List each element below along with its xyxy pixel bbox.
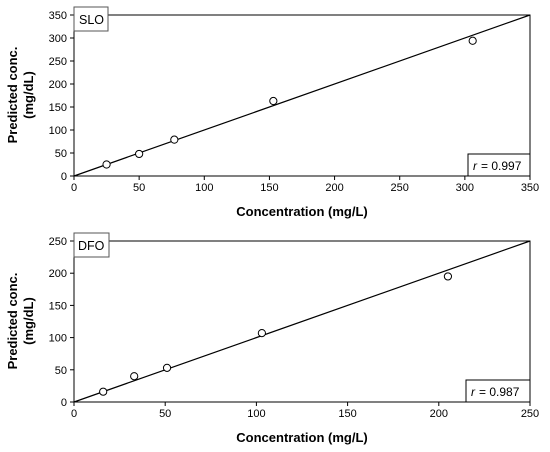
r-box: r = 0.987 <box>465 379 531 403</box>
y-tick-label: 350 <box>49 10 67 22</box>
y-tick-label: 250 <box>49 56 67 68</box>
r-symbol: r <box>473 159 478 173</box>
x-tick-label: 100 <box>195 182 213 194</box>
x-tick-label: 200 <box>325 182 343 194</box>
data-point <box>257 328 266 338</box>
data-point <box>269 96 278 106</box>
panel-tag: SLO <box>73 6 109 32</box>
plot-frame <box>73 240 531 403</box>
y-tick-label: 200 <box>49 79 67 91</box>
panel-tag: DFO <box>73 232 110 258</box>
r-box: r = 0.997 <box>467 153 531 177</box>
x-tick-label: 50 <box>133 182 145 194</box>
axis-ticks: 0 50 100 150 200 250 300 350 0 50 100 150 200 250 300 3… <box>49 10 540 194</box>
x-tick-label: 0 <box>71 408 77 420</box>
x-axis-title: Concentration (mg/L) <box>236 204 367 219</box>
y-tick-label: 200 <box>49 268 67 280</box>
axis-ticks: 0 50 100 150 200 250 0 50 100 150 200 250 <box>49 236 540 420</box>
r-symbol: r <box>471 385 476 399</box>
x-tick-label: 150 <box>338 408 356 420</box>
y-tick-label: 50 <box>55 365 67 377</box>
x-tick-label: 0 <box>71 182 77 194</box>
chart-panel-slo: 0 50 100 150 200 250 300 350 0 50 100 150 200 250 300 3… <box>5 6 540 219</box>
r-value: = 0.997 <box>481 159 522 173</box>
data-point <box>170 135 179 144</box>
y-tick-label: 0 <box>61 397 67 409</box>
data-point <box>135 149 144 159</box>
data-point <box>130 372 139 381</box>
y-axis-title-line1: Predicted conc. <box>5 47 20 144</box>
y-axis-title-line2: (mg/dL) <box>21 71 36 119</box>
panel-tag-label: SLO <box>79 13 104 27</box>
y-tick-label: 50 <box>55 148 67 160</box>
r-value: = 0.987 <box>479 385 520 399</box>
data-point <box>443 272 453 281</box>
y-tick-label: 300 <box>49 33 67 45</box>
data-points <box>99 272 453 396</box>
x-tick-label: 200 <box>430 408 448 420</box>
r-label: r = 0.997 <box>473 159 522 173</box>
r-label: r = 0.987 <box>471 385 520 399</box>
chart-panel-dfo: 0 50 100 150 200 250 0 50 100 150 200 250 DFO r = 0.… <box>5 232 540 445</box>
y-axis-title-line1: Predicted conc. <box>5 273 20 370</box>
x-axis-title: Concentration (mg/L) <box>236 430 367 445</box>
x-tick-label: 350 <box>521 182 539 194</box>
y-tick-label: 150 <box>49 300 67 312</box>
fit-line <box>73 240 531 403</box>
r-box-frame <box>465 379 531 403</box>
data-point <box>102 160 111 169</box>
plot-frame <box>73 14 531 177</box>
x-tick-label: 150 <box>260 182 278 194</box>
panel-tag-box <box>73 6 109 32</box>
data-point <box>162 363 172 372</box>
y-tick-label: 100 <box>49 333 67 345</box>
y-tick-label: 150 <box>49 102 67 114</box>
data-point <box>468 36 477 45</box>
x-tick-label: 250 <box>521 408 539 420</box>
y-tick-label: 0 <box>61 171 67 183</box>
y-tick-label: 100 <box>49 125 67 137</box>
x-tick-label: 300 <box>456 182 474 194</box>
r-box-frame <box>467 153 531 177</box>
data-point <box>99 387 108 396</box>
y-tick-label: 250 <box>49 236 67 248</box>
y-axis-title-line2: (mg/dL) <box>21 297 36 345</box>
data-points <box>102 36 477 169</box>
x-tick-label: 250 <box>391 182 409 194</box>
x-tick-label: 100 <box>247 408 265 420</box>
panel-tag-box <box>73 232 110 258</box>
fit-line <box>73 14 531 177</box>
x-tick-label: 50 <box>159 408 171 420</box>
panel-tag-label: DFO <box>78 239 105 253</box>
